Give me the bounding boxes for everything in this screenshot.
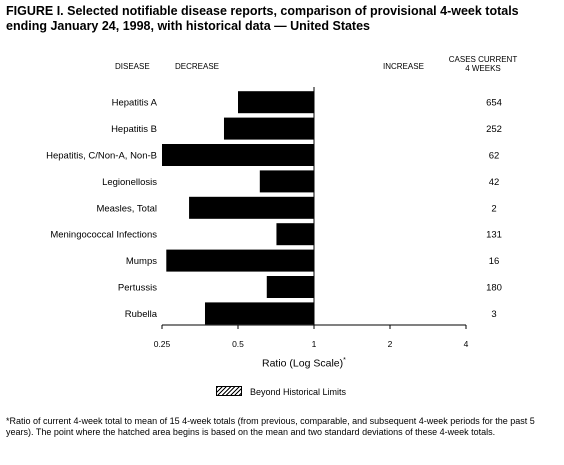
case-count: 252: [486, 124, 502, 135]
category-label: Pertussis: [118, 283, 157, 294]
legend: Beyond Historical Limits: [216, 386, 346, 397]
category-label: Hepatitis B: [111, 124, 157, 135]
case-count: 2: [491, 203, 496, 214]
header-disease: DISEASE: [115, 62, 150, 71]
category-label: Mumps: [126, 256, 157, 267]
case-count: 654: [486, 98, 502, 109]
bar: [223, 117, 314, 140]
category-label: Hepatitis A: [112, 98, 158, 109]
case-count: 62: [489, 151, 500, 162]
x-tick-label: 4: [464, 339, 469, 349]
category-label: Meningococcal Infections: [50, 230, 157, 241]
bar: [276, 223, 314, 246]
x-tick-label: 1: [312, 339, 317, 349]
x-axis-label-text: Ratio (Log Scale): [262, 357, 344, 370]
category-label: Hepatitis, C/Non-A, Non-B: [46, 151, 157, 162]
x-tick-label: 2: [388, 339, 393, 349]
legend-label: Beyond Historical Limits: [250, 387, 347, 397]
x-tick-label: 0.5: [232, 339, 244, 349]
bar: [238, 91, 314, 114]
category-label: Rubella: [125, 309, 158, 320]
header-cases: CASES CURRENT 4 WEEKS: [440, 55, 526, 73]
footnote: *Ratio of current 4-week total to mean o…: [6, 416, 535, 437]
x-axis-label: Ratio (Log Scale)*: [262, 357, 346, 370]
header-decrease: DECREASE: [175, 62, 220, 71]
case-count: 180: [486, 283, 502, 294]
bar: [166, 249, 314, 272]
case-count: 16: [489, 256, 500, 267]
bar: [204, 302, 314, 325]
category-label: Measles, Total: [96, 203, 157, 214]
case-count: 3: [491, 309, 496, 320]
x-tick-label: 0.25: [154, 339, 171, 349]
case-count: 131: [486, 230, 502, 241]
chart-title: FIGURE I. Selected notifiable disease re…: [6, 4, 519, 33]
ratio-bar-chart: Hepatitis A 654 Hepatitis B 252 Hepatitis, C…: [46, 87, 502, 349]
x-axis-label-mark: *: [343, 357, 346, 364]
header-cases-line2: 4 WEEKS: [465, 64, 501, 73]
case-count: 42: [489, 177, 500, 188]
bar: [266, 276, 314, 298]
hatched-swatch: [216, 386, 242, 396]
bar: [162, 144, 314, 166]
bar: [189, 196, 314, 219]
category-label: Legionellosis: [102, 177, 157, 188]
header-cases-line1: CASES CURRENT: [448, 55, 518, 64]
bar: [259, 170, 314, 193]
header-increase: INCREASE: [383, 62, 424, 71]
